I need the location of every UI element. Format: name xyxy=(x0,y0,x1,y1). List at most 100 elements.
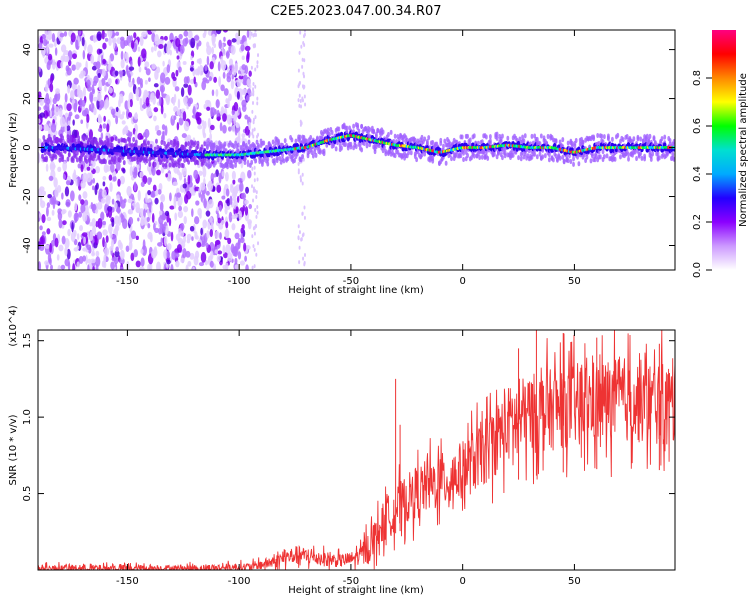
noise-blob xyxy=(224,171,229,182)
noise-blob xyxy=(105,197,111,205)
noise-blob xyxy=(217,250,223,255)
ridge-halo xyxy=(114,136,118,142)
noise-blob xyxy=(155,124,160,131)
noise-blob xyxy=(204,30,207,37)
noise-blob xyxy=(247,169,252,179)
noise-blob xyxy=(185,264,189,270)
noise-blob xyxy=(82,211,88,223)
ridge-halo xyxy=(345,125,349,131)
noise-blob xyxy=(191,236,194,242)
noise-blob xyxy=(119,175,125,185)
spectrogram-marks xyxy=(38,30,675,270)
noise-blob xyxy=(225,221,229,229)
noise-blob xyxy=(297,168,300,173)
noise-blob xyxy=(211,35,215,47)
noise-blob xyxy=(195,111,200,122)
noise-blob xyxy=(301,96,304,101)
x-tick-label: 50 xyxy=(568,576,581,587)
ridge-halo xyxy=(273,157,276,163)
noise-blob xyxy=(91,252,96,257)
ridge-halo xyxy=(58,157,62,163)
noise-blob xyxy=(205,242,209,248)
noise-blob xyxy=(150,93,153,103)
noise-blob xyxy=(183,177,187,186)
noise-blob xyxy=(38,261,42,270)
noise-blob xyxy=(251,166,254,171)
ridge-halo xyxy=(581,140,585,146)
noise-blob xyxy=(46,228,51,235)
noise-blob xyxy=(118,70,124,75)
ridge-halo xyxy=(196,160,200,166)
noise-blob xyxy=(298,245,301,250)
noise-blob xyxy=(86,113,90,123)
noise-blob xyxy=(253,264,256,269)
noise-blob xyxy=(116,206,121,214)
ridge-halo xyxy=(85,135,89,141)
ridge-halo xyxy=(652,136,656,142)
noise-blob xyxy=(150,46,154,53)
ridge-halo xyxy=(523,133,527,139)
noise-blob xyxy=(44,97,47,104)
ridge-halo xyxy=(234,162,237,168)
noise-blob xyxy=(118,99,121,108)
noise-blob xyxy=(187,260,192,267)
ridge-halo xyxy=(572,161,575,167)
noise-blob xyxy=(40,235,45,246)
noise-blob xyxy=(146,216,150,223)
noise-blob xyxy=(126,185,132,197)
noise-blob xyxy=(72,119,75,126)
ridge-halo xyxy=(543,153,547,159)
ridge-halo xyxy=(208,163,212,169)
ridge-halo xyxy=(66,156,70,162)
noise-blob xyxy=(234,257,238,265)
noise-blob xyxy=(39,225,43,231)
ridge-halo xyxy=(145,158,149,164)
noise-blob xyxy=(156,169,161,176)
ridge-halo xyxy=(231,164,235,170)
noise-blob xyxy=(120,249,125,260)
noise-blob xyxy=(237,251,242,260)
ridge-halo xyxy=(160,157,164,163)
ridge-halo xyxy=(277,138,280,144)
noise-blob xyxy=(252,134,255,139)
noise-blob xyxy=(137,190,141,202)
noise-blob xyxy=(62,220,67,226)
ridge-halo xyxy=(53,134,56,140)
noise-blob xyxy=(152,184,157,192)
noise-blob xyxy=(150,191,155,198)
snr-frame xyxy=(37,329,676,571)
noise-blob xyxy=(170,264,174,270)
noise-blob xyxy=(81,99,86,107)
x-tick-label: -150 xyxy=(116,276,139,287)
noise-blob xyxy=(250,65,253,70)
noise-blob xyxy=(238,75,244,80)
ridge-band xyxy=(267,152,271,158)
noise-blob xyxy=(246,159,250,168)
noise-blob xyxy=(233,116,236,127)
noise-blob xyxy=(229,64,233,70)
ridge-halo xyxy=(381,129,385,135)
noise-blob xyxy=(164,210,170,217)
noise-blob xyxy=(207,180,214,192)
noise-blob xyxy=(245,186,250,194)
ridge-halo xyxy=(310,150,314,156)
noise-blob xyxy=(198,187,201,194)
ridge-halo xyxy=(155,138,158,144)
noise-blob xyxy=(76,89,83,98)
ridge-halo xyxy=(125,143,129,149)
noise-blob xyxy=(123,198,127,204)
colorbar-tick-label: 0.2 xyxy=(692,214,703,230)
noise-blob xyxy=(137,217,140,222)
noise-blob xyxy=(145,68,151,76)
noise-blob xyxy=(168,217,172,227)
noise-blob xyxy=(113,256,119,265)
noise-blob xyxy=(303,84,306,89)
noise-blob xyxy=(91,84,95,93)
noise-blob xyxy=(204,64,208,72)
noise-blob xyxy=(193,169,199,180)
noise-blob xyxy=(95,256,101,267)
noise-blob xyxy=(102,175,107,181)
noise-blob xyxy=(147,263,151,270)
noise-blob xyxy=(251,184,254,189)
noise-blob xyxy=(40,190,47,196)
